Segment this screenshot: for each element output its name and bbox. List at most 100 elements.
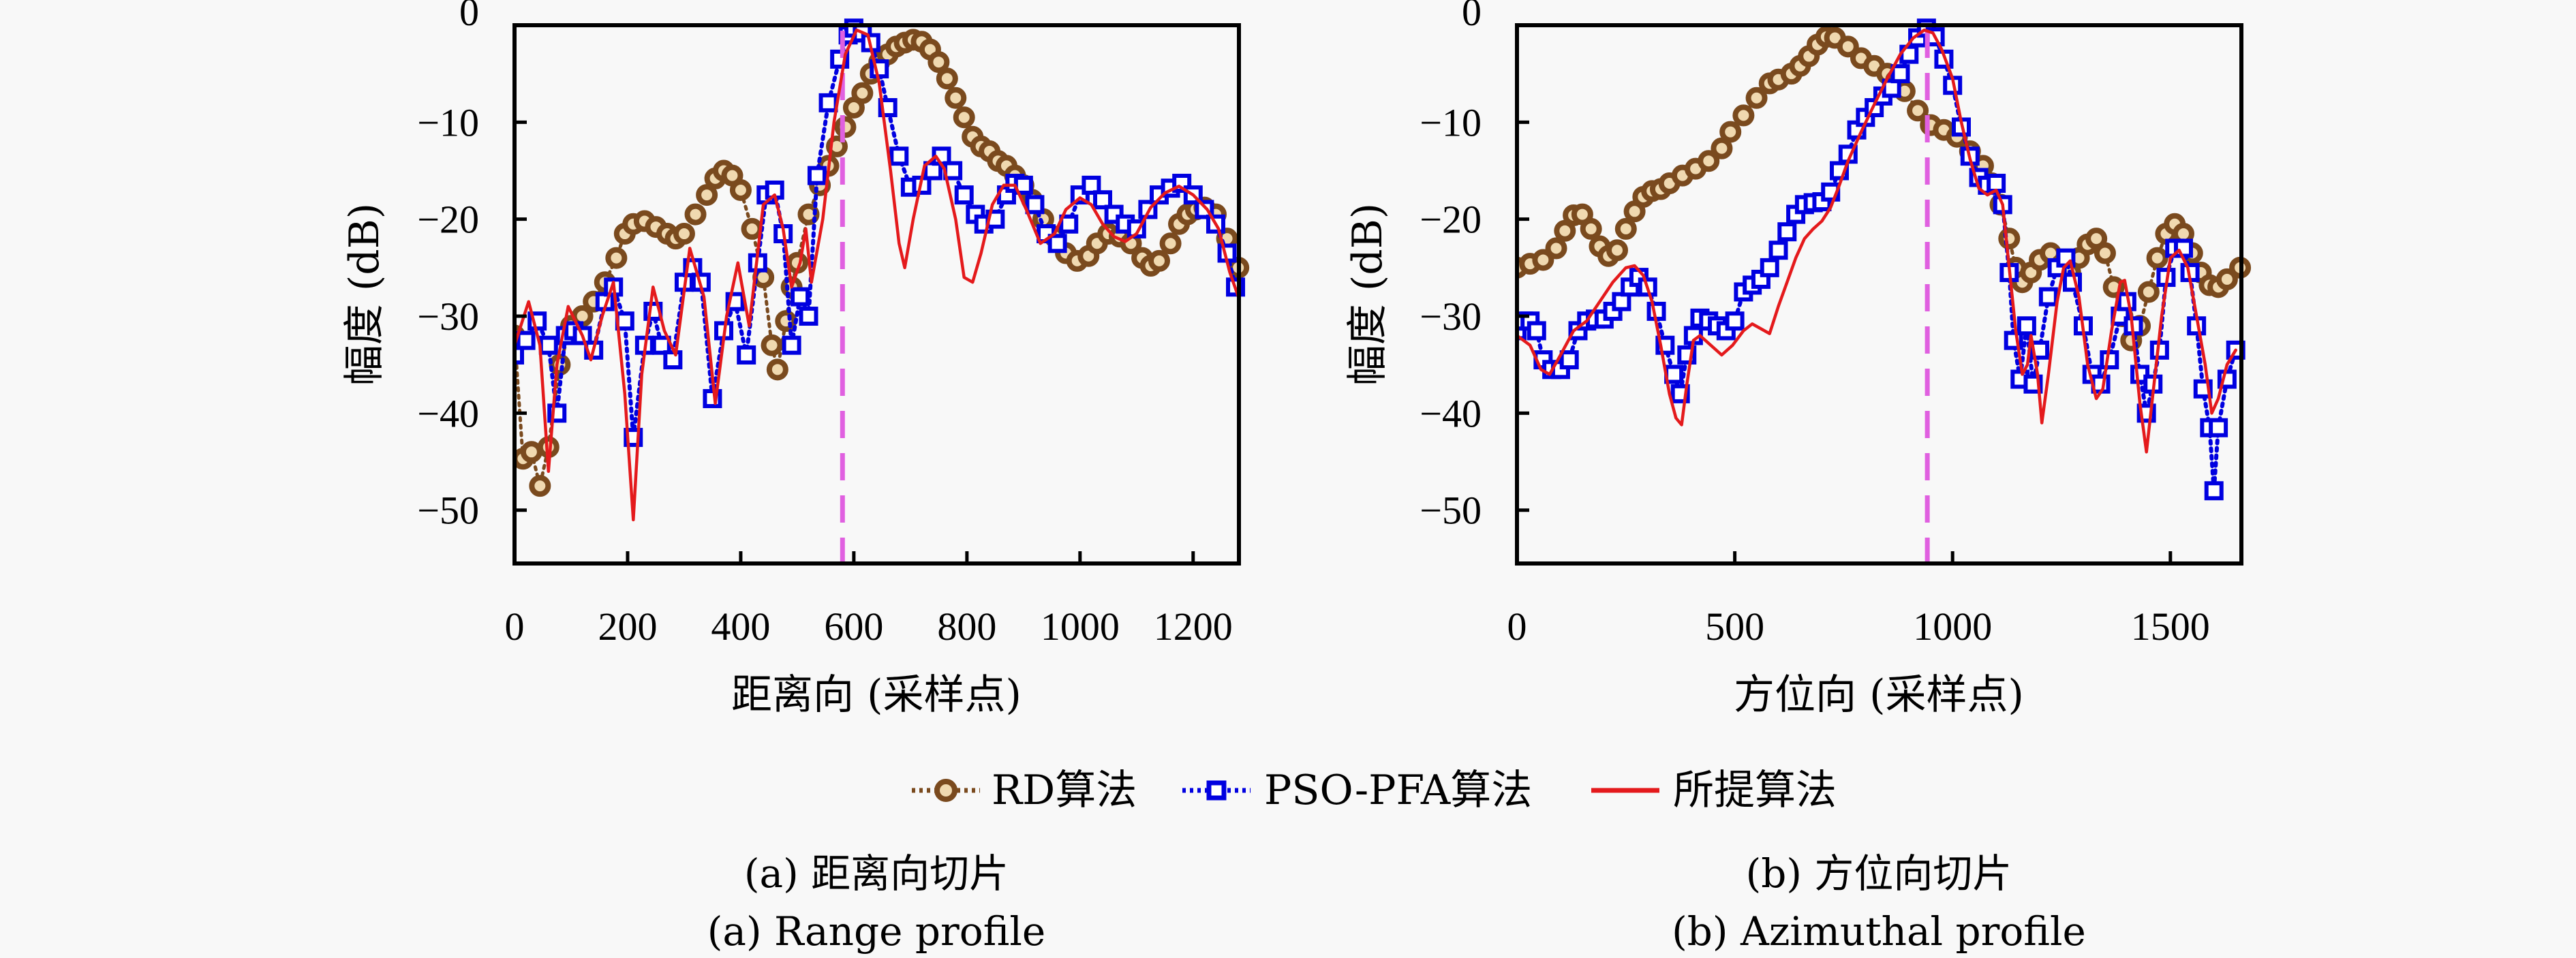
- data-point-pso: [807, 166, 827, 185]
- x-tick-label: 500: [1705, 604, 1764, 649]
- data-point-pso: [1517, 321, 1527, 341]
- data-point-pso: [954, 185, 974, 205]
- x-tick-label: 1200: [1154, 604, 1233, 649]
- data-point-rd: [1698, 150, 1720, 172]
- y-tick-label: 0: [1462, 0, 1482, 34]
- y-tick-label: −30: [417, 294, 479, 339]
- caption-en-range: (a) Range profile: [707, 908, 1045, 955]
- data-point-pso: [737, 345, 756, 365]
- data-point-rd: [1148, 249, 1170, 272]
- y-tick-label: −10: [417, 100, 479, 144]
- data-point-pso: [818, 93, 838, 112]
- axes-frame-azimuth: [1515, 23, 2243, 566]
- data-point-pso: [1890, 64, 1910, 84]
- data-point-rd: [1837, 35, 1859, 58]
- data-point-rd: [1732, 104, 1755, 127]
- data-point-rd: [2215, 268, 2238, 290]
- data-point-pso: [791, 287, 810, 307]
- data-point-rd: [766, 358, 788, 381]
- data-point-rd: [1711, 137, 1733, 159]
- data-point-rd: [1614, 217, 1637, 240]
- legend-entry-pso: PSO-PFA算法: [1182, 767, 1532, 814]
- caption-cn-azimuth: (b) 方位向切片: [1746, 850, 2012, 897]
- data-point-rd: [2146, 247, 2168, 269]
- legend-marker-rd-circle: [934, 779, 957, 802]
- data-point-rd: [529, 475, 551, 497]
- plot-area-azimuth: [1517, 18, 2252, 563]
- x-tick-label: 400: [711, 604, 770, 649]
- data-point-rd: [927, 51, 950, 74]
- plot-area-range: [515, 18, 1250, 563]
- data-point-pso: [1093, 190, 1113, 210]
- data-point-rd: [1606, 239, 1629, 262]
- data-point-pso: [889, 146, 909, 166]
- legend-label-proposed: 所提算法: [1673, 767, 1837, 814]
- y-tick-label: 0: [459, 0, 479, 34]
- x-axis-title-range: 距离向 (采样点): [731, 671, 1022, 719]
- data-point-rd: [1580, 217, 1602, 240]
- data-point-rd: [945, 87, 967, 109]
- series-line-proposed-range: [515, 28, 1240, 522]
- data-point-pso: [1777, 222, 1797, 242]
- x-tick-label: 200: [598, 604, 657, 649]
- data-point-pso: [2017, 316, 2036, 336]
- x-tick-label: 600: [824, 604, 883, 649]
- series-group-azimuth: [1517, 18, 2252, 563]
- data-point-pso: [1725, 311, 1745, 331]
- data-point-pso: [1768, 241, 1788, 260]
- data-point-pso: [1047, 234, 1067, 253]
- panel-azimuthal-profile: 0 500 1000 1500 0 −10 −20 −30 −40 −50 方位向 (采样点) 幅…: [1344, 0, 2252, 955]
- caption-en-azimuth: (b) Azimuthal profile: [1672, 908, 2086, 955]
- legend-label-rd: RD算法: [992, 767, 1137, 814]
- legend-entry-proposed: 所提算法: [1591, 767, 1837, 814]
- x-tick-label: 0: [1507, 604, 1527, 649]
- data-point-rd: [1545, 237, 1567, 260]
- y-axis-title-azimuth: 幅度 (dB): [1344, 203, 1392, 386]
- y-tick-label: −50: [1420, 489, 1482, 533]
- data-point-rd: [673, 223, 695, 245]
- data-point-pso: [2209, 418, 2228, 437]
- y-axis-title-range: 幅度 (dB): [341, 203, 388, 386]
- data-point-pso: [1059, 214, 1079, 234]
- legend-marker-pso-square: [1206, 780, 1227, 801]
- data-point-pso: [1025, 195, 1045, 215]
- panel-range-profile: 0 200 400 600 800 1000 1200 0 −10 −20 −30 −40 −50 距离…: [341, 0, 1250, 955]
- data-point-rd: [605, 247, 628, 269]
- series-group-range: [515, 18, 1250, 563]
- data-point-rd: [1532, 249, 1554, 271]
- data-point-rd: [1719, 121, 1742, 143]
- data-point-rd: [684, 203, 707, 226]
- y-tick-label: −40: [417, 391, 479, 435]
- data-point-pso: [651, 335, 671, 355]
- data-point-pso: [2173, 238, 2193, 258]
- data-point-rd: [1907, 99, 1929, 122]
- data-point-pso: [1559, 350, 1579, 370]
- y-tick-label: −30: [1420, 294, 1482, 339]
- data-point-pso: [782, 335, 801, 355]
- y-tick-label: −20: [417, 198, 479, 242]
- data-point-pso: [2204, 481, 2224, 501]
- data-point-rd: [936, 67, 958, 90]
- data-point-rd: [1554, 219, 1576, 242]
- data-point-rd: [1998, 228, 2021, 250]
- data-point-rd: [953, 106, 975, 129]
- data-point-rd: [1745, 87, 1768, 109]
- data-point-pso: [516, 330, 536, 350]
- x-tick-label: 1000: [1041, 604, 1120, 649]
- data-point-pso: [1760, 258, 1779, 277]
- x-tick-label: 1500: [2131, 604, 2210, 649]
- y-tick-label: −40: [1420, 391, 1482, 435]
- data-point-rd: [2137, 281, 2160, 303]
- data-point-pso: [1082, 175, 1101, 195]
- y-tick-label: −20: [1420, 198, 1482, 242]
- caption-cn-range: (a) 距离向切片: [744, 850, 1009, 897]
- legend-entry-rd: RD算法: [912, 767, 1137, 814]
- x-axis-title-azimuth: 方位向 (采样点): [1734, 671, 2024, 719]
- y-tick-label: −10: [1420, 100, 1482, 144]
- data-point-pso: [538, 335, 558, 355]
- data-point-rd: [851, 82, 874, 104]
- data-point-pso: [1527, 321, 1546, 341]
- data-point-rd: [729, 179, 752, 201]
- legend: RD算法 PSO-PFA算法 所提算法: [912, 767, 1837, 814]
